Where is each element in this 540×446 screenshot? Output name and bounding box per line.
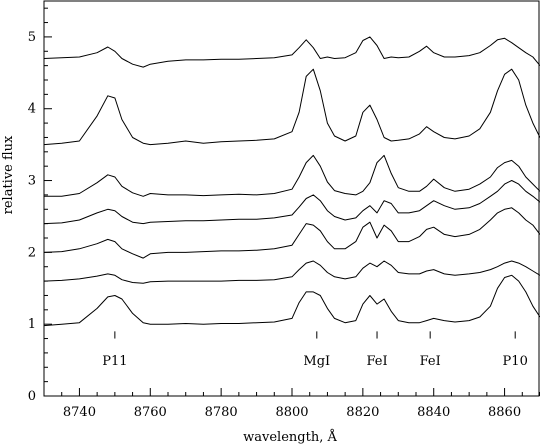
x-axis-label: wavelength, Å (243, 429, 337, 445)
spectrum-5 (43, 207, 540, 259)
x-tick-label: 8760 (134, 405, 167, 420)
y-tick-label: 4 (28, 102, 36, 117)
spectrum-3 (44, 154, 540, 197)
feature-label: P10 (503, 354, 528, 369)
feature-label: FeI (366, 354, 387, 369)
spectrum-6 (43, 260, 540, 284)
spectrum-4 (43, 180, 540, 225)
y-tick-label: 0 (28, 389, 36, 404)
feature-label: MgI (303, 354, 330, 369)
spectrum-7 (43, 274, 540, 327)
x-tick-label: 8740 (63, 405, 96, 420)
spectrum-2 (43, 68, 540, 146)
x-tick-label: 8820 (346, 405, 379, 420)
line-identifications: P11 MgI FeI FeI P10 (102, 331, 528, 369)
y-axis-label: relative flux (1, 135, 16, 214)
y-axis: 0 1 2 3 4 5 (28, 7, 52, 404)
x-tick-label: 8860 (488, 405, 521, 420)
spectra-series (43, 36, 540, 327)
x-axis: 8740 8760 8780 8800 8820 8840 8860 (43, 388, 540, 420)
x-tick-label: 8800 (275, 405, 308, 420)
feature-label: FeI (420, 354, 441, 369)
plot-border (43, 0, 540, 397)
spectrum-1 (43, 36, 540, 68)
y-tick-label: 3 (28, 174, 36, 189)
feature-label: P11 (102, 354, 127, 369)
y-tick-label: 1 (28, 317, 36, 332)
plot-frame (43, 0, 540, 397)
y-tick-label: 2 (28, 245, 36, 260)
y-tick-label: 5 (28, 30, 36, 45)
x-tick-label: 8840 (417, 405, 450, 420)
x-tick-label: 8780 (205, 405, 238, 420)
